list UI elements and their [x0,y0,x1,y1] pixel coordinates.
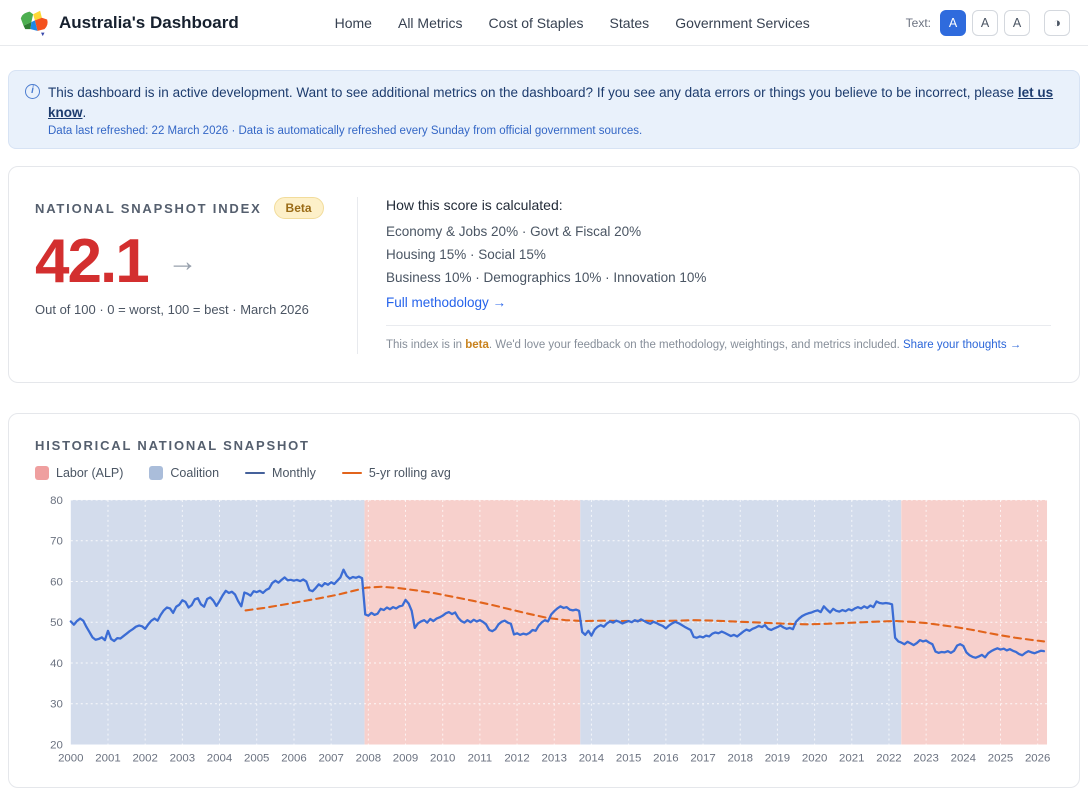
svg-text:2023: 2023 [913,753,938,765]
national-snapshot-index-card: NATIONAL SNAPSHOT INDEX Beta 42.1 → Out … [8,166,1080,384]
nav-item-cost-of-staples[interactable]: Cost of Staples [488,14,584,31]
historical-card-title: HISTORICAL NATIONAL SNAPSHOT [35,438,310,454]
text-size-small-button[interactable]: A [940,9,966,36]
snapshot-methodology-column: How this score is calculated: Economy & … [357,197,1079,355]
weighting-line-3: Business 10% · Demographics 10% · Innova… [386,270,707,286]
svg-text:2013: 2013 [542,753,567,765]
svg-text:2011: 2011 [468,753,493,765]
text-size-medium-button[interactable]: A [972,9,998,36]
svg-text:50: 50 [50,618,63,630]
beta-feedback-note: This index is in beta. We'd love your fe… [386,325,1051,354]
svg-text:20: 20 [50,740,63,752]
chart-legend: Labor (ALP) Coalition Monthly 5-yr rolli… [35,466,1053,481]
svg-text:2015: 2015 [616,753,641,765]
coalition-swatch [149,466,164,481]
snapshot-score-column: NATIONAL SNAPSHOT INDEX Beta 42.1 → Out … [9,197,357,354]
beta-badge: Beta [273,197,324,220]
svg-text:2010: 2010 [430,753,455,765]
svg-text:2008: 2008 [356,753,381,765]
svg-text:2025: 2025 [988,753,1013,765]
rolling-avg-line-swatch [341,472,362,475]
app-header: Australia's Dashboard Home All Metrics C… [0,0,1088,46]
info-icon: i [25,84,40,99]
snapshot-card-title: NATIONAL SNAPSHOT INDEX [35,200,262,216]
labor-swatch [35,466,49,481]
nav-item-home[interactable]: Home [334,14,372,31]
svg-text:2022: 2022 [876,753,901,765]
methodology-heading: How this score is calculated: [386,197,563,214]
svg-text:40: 40 [50,658,63,670]
legend-item-labor: Labor (ALP) [35,466,123,481]
svg-text:70: 70 [50,536,63,548]
history-chart-container: 20 30 40 50 60 70 80 2000 2001 2002 2003 2004 2005 20… [35,494,1053,770]
contrast-toggle-button[interactable]: ◑ [1044,9,1070,36]
nav-item-all-metrics[interactable]: All Metrics [397,14,463,31]
svg-text:2020: 2020 [802,753,827,765]
svg-text:2026: 2026 [1025,753,1050,765]
snapshot-score-value: 42.1 [35,227,150,297]
nav-item-government-services[interactable]: Government Services [675,14,810,31]
contrast-icon: ◑ [1053,15,1061,30]
svg-text:2002: 2002 [132,753,157,765]
main-nav: Home All Metrics Cost of Staples States … [335,15,810,31]
trend-flat-arrow-icon: → [167,244,198,278]
svg-text:80: 80 [50,495,63,507]
text-size-large-button[interactable]: A [1004,9,1030,36]
text-size-label: Text: [905,15,931,30]
svg-text:2001: 2001 [95,753,120,765]
nav-item-states[interactable]: States [609,14,650,31]
svg-text:2005: 2005 [244,753,269,765]
page-content: i This dashboard is in active developmen… [0,70,1088,788]
svg-text:2007: 2007 [318,753,343,765]
text-size-controls: Text: A A A ◑ [905,9,1070,36]
let-us-know-link[interactable]: let us know [48,85,1054,120]
svg-text:2004: 2004 [207,753,233,765]
svg-text:2003: 2003 [170,753,195,765]
beta-word: beta [465,339,489,352]
svg-text:2021: 2021 [839,753,864,765]
svg-text:2012: 2012 [504,753,529,765]
svg-text:2019: 2019 [765,753,790,765]
svg-text:60: 60 [50,577,63,589]
svg-text:30: 30 [50,699,63,711]
svg-text:2009: 2009 [393,753,418,765]
svg-text:2024: 2024 [951,753,977,765]
history-line-chart: 20 30 40 50 60 70 80 2000 2001 2002 2003 2004 2005 20… [50,495,1050,765]
svg-text:2018: 2018 [728,753,753,765]
logo-australia-icon [18,9,50,37]
svg-text:2017: 2017 [690,753,715,765]
development-notice-banner: i This dashboard is in active developmen… [8,70,1080,150]
snapshot-score-subtitle: Out of 100 · 0 = worst, 100 = best · Mar… [35,302,309,318]
banner-message: This dashboard is in active development.… [48,85,1054,120]
brand-home-link[interactable]: Australia's Dashboard [18,9,239,37]
legend-item-rolling-avg: 5-yr rolling avg [341,466,451,480]
full-methodology-link[interactable]: Full methodology → [386,295,507,311]
data-refresh-note: Data last refreshed: 22 March 2026 · Dat… [48,125,643,138]
legend-item-monthly: Monthly [245,466,316,480]
monthly-line-swatch [245,472,266,475]
weighting-line-2: Housing 15% · Social 15% [386,247,546,263]
svg-text:2006: 2006 [281,753,306,765]
app-title: Australia's Dashboard [59,12,239,32]
weighting-line-1: Economy & Jobs 20% · Govt & Fiscal 20% [386,224,642,240]
historical-snapshot-card: HISTORICAL NATIONAL SNAPSHOT Labor (ALP)… [8,413,1080,788]
legend-item-coalition: Coalition [149,466,219,481]
svg-text:2014: 2014 [579,753,605,765]
svg-text:2016: 2016 [653,753,678,765]
svg-text:2000: 2000 [58,753,83,765]
share-your-thoughts-link[interactable]: Share your thoughts → [903,339,1022,352]
